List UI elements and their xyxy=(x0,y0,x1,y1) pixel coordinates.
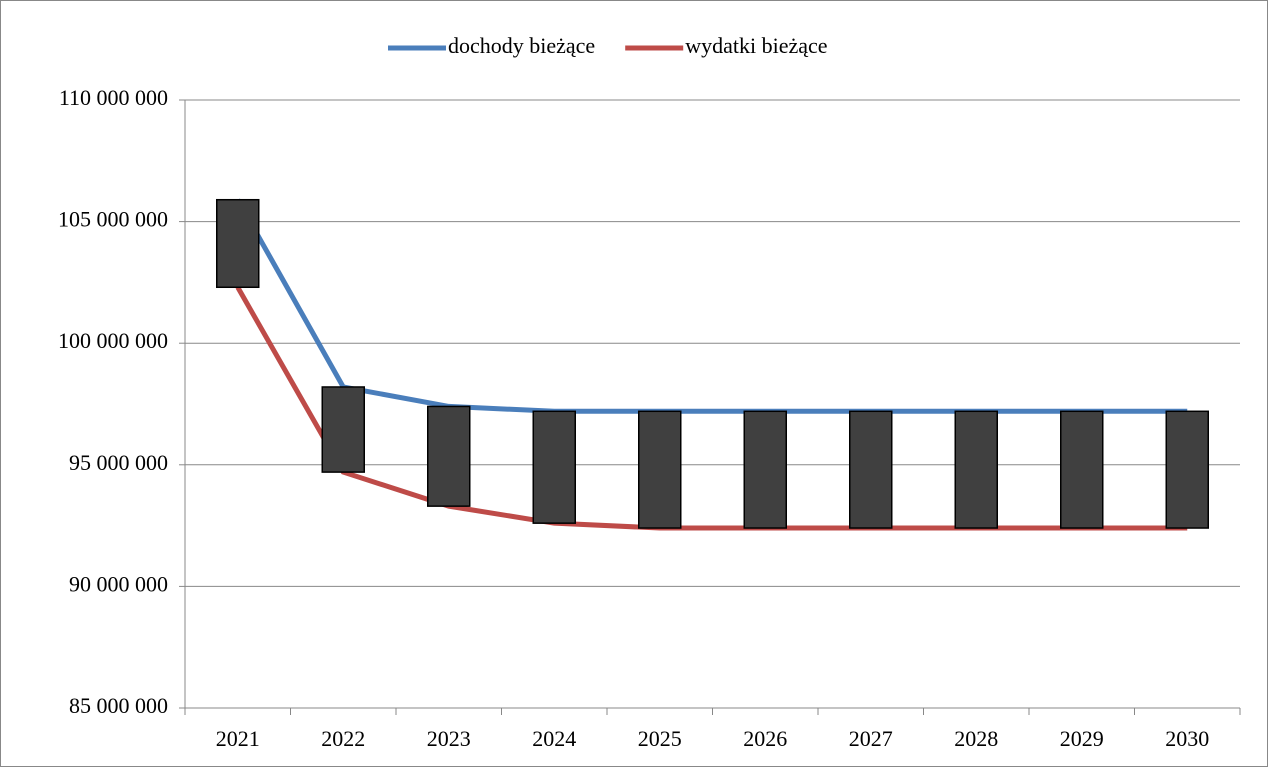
up-down-bar xyxy=(638,410,682,529)
y-tick-label: 100 000 000 xyxy=(58,328,168,353)
x-tick-label: 2027 xyxy=(849,726,893,751)
y-tick-label: 110 000 000 xyxy=(59,85,168,110)
up-down-bar xyxy=(954,410,998,529)
x-tick-label: 2029 xyxy=(1060,726,1104,751)
up-down-bar xyxy=(321,386,365,473)
y-tick-label: 85 000 000 xyxy=(69,693,168,718)
x-tick-label: 2028 xyxy=(954,726,998,751)
x-tick-label: 2022 xyxy=(321,726,365,751)
up-down-bar xyxy=(743,410,787,529)
x-tick-label: 2026 xyxy=(743,726,787,751)
y-tick-label: 105 000 000 xyxy=(58,207,168,232)
legend-label: dochody bieżące xyxy=(448,33,595,58)
series-line xyxy=(235,198,1188,414)
up-down-bar xyxy=(216,198,260,289)
series-line xyxy=(235,286,1188,531)
x-tick-label: 2021 xyxy=(216,726,260,751)
up-down-bar xyxy=(532,410,576,524)
x-tick-label: 2025 xyxy=(638,726,682,751)
y-tick-label: 90 000 000 xyxy=(69,571,168,596)
legend-label: wydatki bieżące xyxy=(685,33,827,58)
up-down-bar xyxy=(849,410,893,529)
x-tick-label: 2023 xyxy=(427,726,471,751)
x-tick-label: 2030 xyxy=(1165,726,1209,751)
up-down-bar xyxy=(427,405,471,507)
y-tick-label: 95 000 000 xyxy=(69,450,168,475)
up-down-bar xyxy=(1165,410,1209,529)
up-down-bar xyxy=(1060,410,1104,529)
x-tick-label: 2024 xyxy=(532,726,576,751)
